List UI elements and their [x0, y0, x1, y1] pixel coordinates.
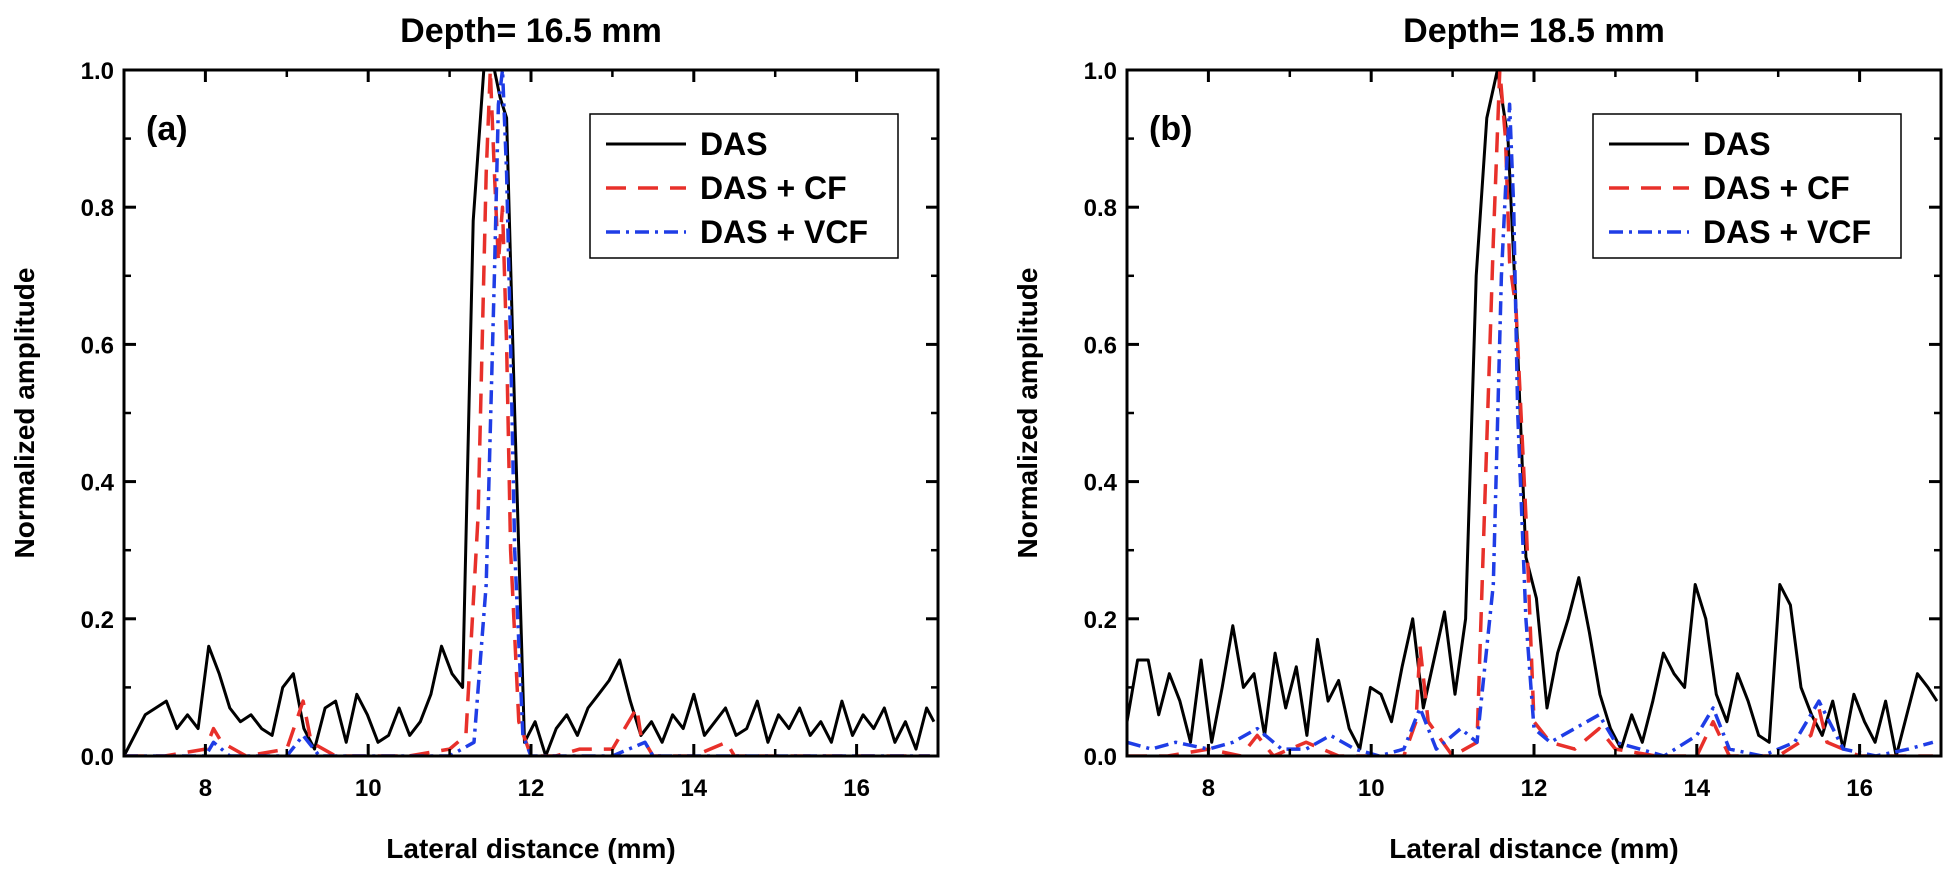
- x-axis-label: Lateral distance (mm): [1389, 833, 1678, 864]
- y-tick-label: 0.0: [81, 744, 114, 771]
- series-line-das: [1127, 70, 1939, 756]
- y-tick-label: 0.8: [81, 195, 114, 222]
- legend-box: [1592, 113, 1902, 259]
- legend-label: DAS + VCF: [700, 214, 868, 250]
- y-tick-label: 1.0: [81, 58, 114, 85]
- legend-label: DAS + CF: [700, 170, 847, 206]
- series-line-das-cf: [124, 70, 930, 756]
- y-tick-label: 0.0: [1084, 744, 1117, 771]
- series-line-das-cf: [1127, 70, 1933, 756]
- x-tick-label: 14: [680, 775, 707, 802]
- y-tick-label: 0.8: [1084, 195, 1117, 222]
- x-tick-label: 8: [199, 775, 212, 802]
- y-tick-label: 0.2: [81, 607, 114, 634]
- y-tick-label: 0.2: [1084, 607, 1117, 634]
- x-tick-label: 12: [1521, 775, 1548, 802]
- y-axis-label: Normalized amplitude: [1012, 268, 1043, 559]
- legend-label: DAS: [1703, 126, 1771, 162]
- legend-box: [589, 113, 899, 259]
- x-tick-label: 8: [1202, 775, 1215, 802]
- chart-panel-1: Depth= 18.5 mm 8 10 12 14 16 0.0 0.2 0.4 0.6 0.8 1.…: [1012, 12, 1943, 864]
- y-tick-label: 0.6: [81, 332, 114, 359]
- legend-label: DAS: [700, 126, 768, 162]
- x-axis-label: Lateral distance (mm): [386, 833, 675, 864]
- chart-title: Depth= 16.5 mm: [400, 12, 662, 50]
- legend-label: DAS + VCF: [1703, 214, 1871, 250]
- legend: DAS DAS + CF DAS + VCF: [1592, 113, 1902, 259]
- x-tick-label: 14: [1683, 775, 1710, 802]
- x-tick-label: 12: [518, 775, 545, 802]
- y-axis-label: Normalized amplitude: [9, 268, 40, 559]
- y-tick-label: 0.4: [81, 470, 115, 497]
- legend: DAS DAS + CF DAS + VCF: [589, 113, 899, 259]
- y-tick-label: 1.0: [1084, 58, 1117, 85]
- x-tick-label: 10: [1358, 775, 1385, 802]
- series-line-das-vcf: [124, 70, 930, 756]
- panel-label: (b): [1149, 110, 1192, 148]
- y-tick-label: 0.6: [1084, 332, 1117, 359]
- panel-label: (a): [146, 110, 188, 148]
- x-tick-label: 16: [1846, 775, 1873, 802]
- chart-panel-0: Depth= 16.5 mm 8 10 12 14 16 0.0 0.2 0.4 0.6 0.8 1.…: [9, 12, 940, 864]
- x-tick-label: 10: [355, 775, 382, 802]
- legend-label: DAS + CF: [1703, 170, 1850, 206]
- x-tick-label: 16: [843, 775, 870, 802]
- chart-title: Depth= 18.5 mm: [1403, 12, 1665, 50]
- y-tick-label: 0.4: [1084, 470, 1118, 497]
